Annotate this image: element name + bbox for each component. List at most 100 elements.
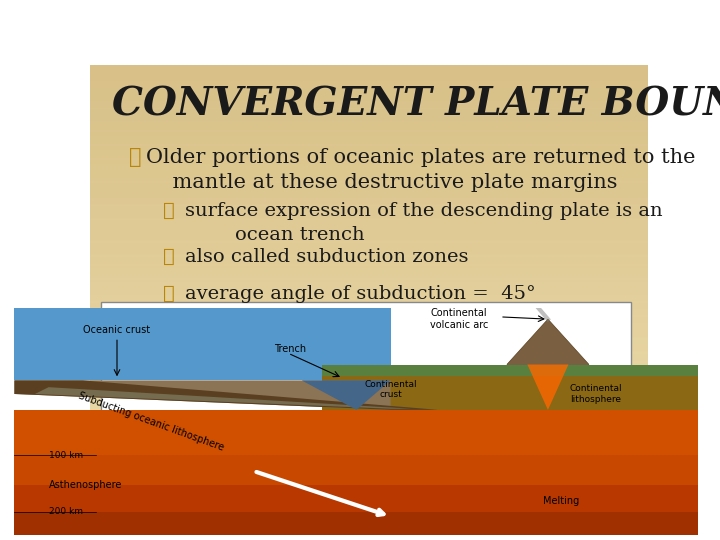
Bar [90, 266, 648, 268]
Bar [90, 418, 648, 425]
FancyBboxPatch shape [101, 302, 631, 476]
Bar [90, 409, 648, 411]
Text: Subducting oceanic lithosphere: Subducting oceanic lithosphere [77, 390, 225, 453]
Bar [90, 349, 648, 351]
Bar [90, 72, 648, 74]
Bar [90, 146, 648, 148]
Bar [90, 354, 648, 356]
Bar [90, 312, 648, 314]
FancyBboxPatch shape [14, 410, 698, 535]
Bar [90, 176, 648, 183]
Bar [90, 314, 648, 321]
Bar [90, 211, 648, 217]
Bar [90, 383, 648, 390]
Bar [90, 294, 648, 296]
Bar [90, 85, 648, 88]
Text: ❧: ❧ [129, 148, 142, 167]
Bar [90, 204, 648, 210]
Bar [90, 345, 648, 347]
Bar [90, 95, 648, 97]
Bar [90, 238, 648, 245]
Bar [90, 381, 648, 383]
Bar [90, 137, 648, 139]
Bar [90, 287, 648, 294]
Text: Continental
crust: Continental crust [364, 380, 417, 399]
Bar [90, 155, 648, 162]
Bar [90, 342, 648, 349]
Bar [90, 478, 648, 481]
Bar [90, 432, 648, 439]
Bar [90, 252, 648, 259]
Bar [90, 210, 648, 213]
Bar [90, 280, 648, 282]
Bar [90, 377, 648, 383]
Bar [90, 400, 648, 402]
Text: ❧: ❧ [163, 248, 174, 266]
Text: Melting: Melting [544, 496, 580, 505]
Bar [90, 300, 648, 307]
Bar [90, 363, 648, 370]
Bar [90, 358, 648, 361]
Bar [90, 321, 648, 328]
Bar [90, 215, 648, 217]
Bar [90, 326, 648, 328]
Bar [90, 233, 648, 236]
Bar [90, 330, 648, 333]
Bar [90, 85, 648, 92]
Bar [90, 437, 648, 439]
Bar [90, 439, 648, 446]
Bar [90, 224, 648, 231]
Bar [90, 289, 648, 291]
Bar [90, 79, 648, 85]
Bar [90, 229, 648, 231]
Bar [90, 104, 648, 106]
Bar [90, 271, 648, 273]
Bar [90, 423, 648, 425]
Bar [90, 455, 648, 457]
FancyBboxPatch shape [14, 410, 698, 455]
Bar [90, 474, 648, 476]
Bar [90, 162, 648, 168]
Bar [90, 432, 648, 434]
Text: also called subduction zones: also called subduction zones [185, 248, 469, 266]
Bar [90, 460, 648, 462]
Bar [90, 72, 648, 79]
Bar [90, 242, 648, 245]
Bar [90, 307, 648, 309]
Bar [90, 386, 648, 388]
Bar [90, 372, 648, 374]
Polygon shape [323, 364, 698, 376]
Bar [90, 284, 648, 287]
Text: Asthenosphere: Asthenosphere [49, 480, 122, 490]
Bar [90, 395, 648, 397]
Bar [90, 316, 648, 319]
Bar [90, 178, 648, 180]
Bar [90, 294, 648, 300]
Bar [90, 231, 648, 238]
Bar [90, 217, 648, 224]
Bar [90, 261, 648, 264]
Bar [90, 134, 648, 141]
Polygon shape [302, 380, 391, 410]
Bar [90, 141, 648, 148]
Bar [90, 224, 648, 226]
Text: ❧: ❧ [163, 202, 174, 220]
Bar [90, 414, 648, 416]
Bar [90, 335, 648, 342]
Bar [90, 397, 648, 404]
Bar [90, 404, 648, 407]
Bar [90, 76, 648, 79]
Bar [90, 425, 648, 432]
Bar [90, 197, 648, 199]
Bar [90, 206, 648, 208]
Bar [90, 192, 648, 194]
Bar [90, 120, 648, 127]
Bar [90, 92, 648, 99]
Text: Trench: Trench [274, 343, 307, 354]
Bar [90, 370, 648, 377]
Bar [90, 220, 648, 222]
Bar [90, 164, 648, 166]
Bar [90, 247, 648, 249]
Bar [90, 113, 648, 116]
FancyBboxPatch shape [14, 455, 698, 485]
